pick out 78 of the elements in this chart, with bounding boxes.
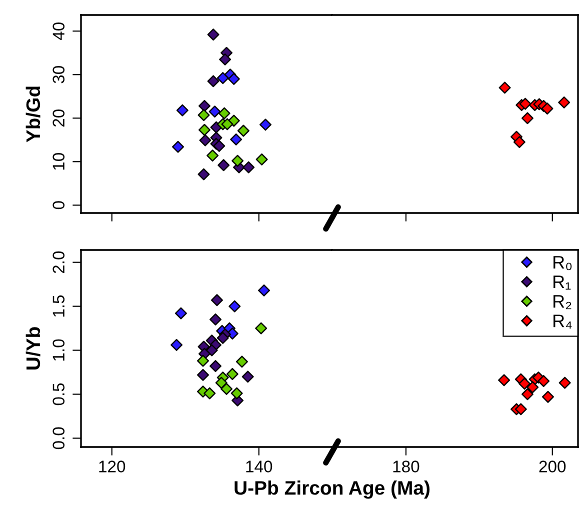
point <box>521 112 534 124</box>
y-tick-label: 30 <box>52 66 65 84</box>
y-axis-title: U/Yb <box>26 327 40 370</box>
point <box>237 124 250 137</box>
y-tick-label: 0 <box>52 201 65 210</box>
point <box>207 28 220 41</box>
point <box>558 376 571 389</box>
point <box>206 344 218 356</box>
point <box>232 154 244 167</box>
point <box>174 307 187 320</box>
point <box>210 294 223 306</box>
point <box>514 403 527 416</box>
legend-label: R₄ <box>554 314 572 329</box>
x-tick-label: 140 <box>246 460 272 472</box>
point <box>198 124 210 136</box>
point <box>521 388 534 400</box>
point <box>256 153 268 166</box>
y-tick-label: 0.5 <box>52 383 65 406</box>
point <box>172 140 184 153</box>
point <box>176 104 188 116</box>
point <box>206 150 219 162</box>
point <box>258 284 270 296</box>
point <box>242 161 255 174</box>
legend-label: R₀ <box>554 256 572 270</box>
point <box>210 360 222 372</box>
point <box>197 368 210 381</box>
y-tick-label: 1.0 <box>52 339 65 361</box>
point <box>498 82 511 94</box>
point <box>216 72 229 84</box>
point <box>170 338 183 351</box>
point <box>208 106 221 118</box>
legend-label: R₂ <box>554 295 572 310</box>
point <box>259 118 272 131</box>
point <box>218 107 230 120</box>
point <box>228 72 240 85</box>
point <box>230 387 243 400</box>
legend-label: R₁ <box>554 276 571 290</box>
point <box>221 118 234 130</box>
point <box>236 356 248 368</box>
y-tick-label: 2.0 <box>52 251 65 274</box>
point <box>228 300 241 312</box>
x-tick-label: 120 <box>99 460 126 472</box>
point <box>542 390 554 403</box>
point <box>498 374 510 386</box>
point <box>541 102 554 115</box>
point <box>199 134 212 146</box>
y-tick-label: 40 <box>52 22 65 40</box>
y-tick-label: 1.5 <box>52 295 65 317</box>
point <box>216 332 229 344</box>
y-axis-title: Yb/Gd <box>26 86 40 142</box>
point <box>198 168 210 180</box>
x-tick-label: 180 <box>393 460 420 472</box>
point <box>213 140 226 152</box>
y-tick-label: 0.0 <box>52 427 65 450</box>
point <box>255 322 268 334</box>
point <box>198 109 210 122</box>
point <box>226 368 238 380</box>
x-tick-label: 200 <box>539 460 566 472</box>
y-tick-label: 10 <box>52 153 65 170</box>
point <box>219 53 232 66</box>
point <box>526 381 539 394</box>
point <box>538 375 550 388</box>
point <box>204 387 216 400</box>
point <box>210 313 222 326</box>
y-tick-label: 20 <box>52 110 65 127</box>
point <box>218 159 230 172</box>
point <box>558 96 570 108</box>
point <box>230 133 242 146</box>
point <box>242 370 254 383</box>
point <box>220 382 233 395</box>
point <box>518 378 531 390</box>
point <box>519 98 532 110</box>
x-axis-title: U-Pb Zircon Age (Ma) <box>234 480 430 499</box>
point <box>207 75 220 88</box>
point <box>215 376 228 389</box>
point <box>197 354 210 367</box>
point <box>198 100 210 112</box>
point <box>513 136 526 148</box>
